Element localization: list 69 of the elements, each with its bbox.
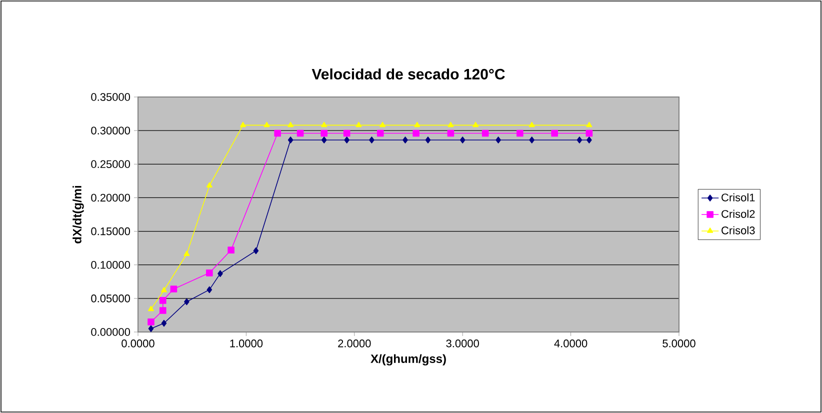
point — [425, 136, 431, 144]
point — [414, 122, 420, 128]
point — [228, 246, 234, 254]
point — [412, 130, 420, 137]
legend-label: Crisol3 — [722, 226, 755, 234]
point — [184, 250, 190, 256]
point — [184, 298, 190, 306]
point — [496, 136, 501, 144]
y-tick-label: 0.30000 — [91, 126, 130, 134]
legend-label: Crisol2 — [722, 210, 755, 218]
x-tick-label: 0.0000 — [122, 340, 154, 348]
point — [551, 130, 558, 137]
x-tick-label: 2.0000 — [338, 340, 371, 348]
point — [528, 122, 535, 128]
point — [343, 130, 350, 137]
point — [218, 270, 223, 277]
x-tick-label: 4.0000 — [554, 340, 588, 348]
x-tick-label: 1.0000 — [230, 340, 263, 348]
point — [472, 122, 479, 128]
y-tick-label: 0.00000 — [91, 328, 130, 336]
point — [344, 136, 350, 144]
y-tick-label: 0.20000 — [91, 194, 130, 202]
point — [576, 136, 582, 144]
point — [148, 318, 154, 326]
point — [206, 270, 213, 276]
point — [148, 325, 154, 332]
point — [320, 130, 328, 137]
point — [380, 122, 386, 128]
point — [586, 122, 592, 128]
legend-label: Crisol1 — [722, 193, 755, 202]
point — [448, 122, 454, 128]
y-tick-label: 0.05000 — [91, 294, 130, 302]
point — [369, 136, 374, 144]
point — [206, 286, 212, 294]
y-tick-label: 0.15000 — [91, 227, 130, 236]
point — [159, 297, 166, 304]
point — [482, 130, 489, 137]
point — [460, 136, 466, 144]
point — [321, 122, 328, 128]
y-tick-label: 0.25000 — [91, 160, 130, 168]
point — [264, 122, 270, 128]
point — [253, 247, 259, 254]
point — [356, 122, 362, 128]
point — [240, 122, 246, 128]
x-tick-label: 5.0000 — [662, 340, 696, 348]
point — [159, 307, 166, 314]
point — [376, 130, 384, 137]
point — [586, 130, 593, 137]
point — [161, 320, 167, 327]
point — [288, 136, 294, 144]
y-axis-title: dX/dt(g/mi — [72, 186, 84, 244]
point — [586, 136, 592, 144]
point — [447, 130, 454, 137]
y-tick-label: 0.35000 — [91, 93, 130, 101]
point — [529, 136, 534, 144]
x-tick-label: 3.0000 — [446, 340, 479, 348]
point — [288, 122, 294, 128]
point — [321, 136, 327, 144]
chart-title: Velocidad de secado 120°C — [312, 68, 505, 80]
y-tick-label: 0.10000 — [91, 260, 130, 269]
point — [160, 286, 167, 292]
point — [148, 306, 154, 312]
x-axis-title: X/(ghum/gss) — [370, 354, 446, 366]
point — [402, 136, 408, 144]
point — [206, 182, 212, 188]
point — [516, 130, 524, 137]
point — [296, 130, 304, 137]
point — [170, 286, 178, 292]
point — [274, 130, 281, 137]
